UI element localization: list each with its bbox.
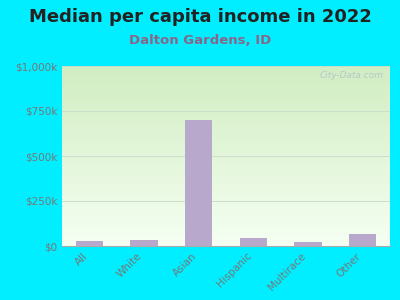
Bar (76, 241, 103, 246)
Text: Median per capita income in 2022: Median per capita income in 2022 (28, 8, 372, 26)
Bar (185, 120, 212, 246)
Bar (130, 240, 158, 246)
Bar (294, 242, 322, 246)
Text: Dalton Gardens, ID: Dalton Gardens, ID (129, 34, 271, 47)
Bar (240, 238, 267, 246)
Text: City-Data.com: City-Data.com (320, 71, 384, 80)
Bar (349, 234, 376, 246)
